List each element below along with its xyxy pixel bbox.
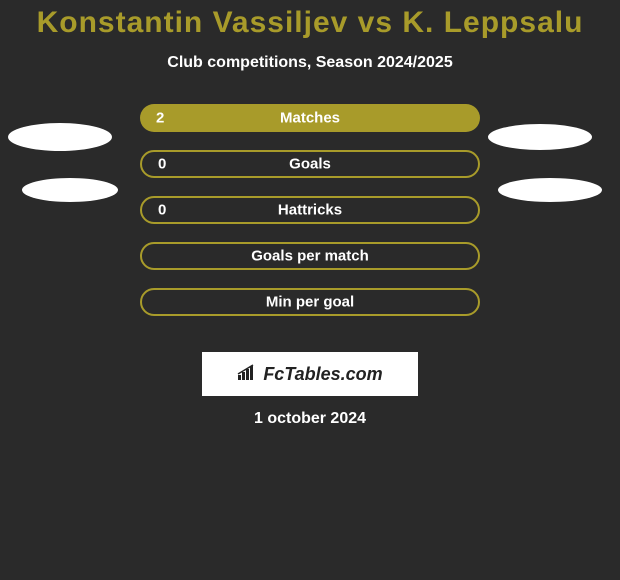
chart-bars-icon [237,363,259,386]
stat-row: Hattricks 0 [0,196,620,242]
stat-bar: Min per goal [140,288,480,316]
page-title: Konstantin Vassiljev vs K. Leppsalu [0,0,620,40]
decorative-ellipse [488,124,592,150]
decorative-ellipse [498,178,602,202]
footer-logo-text: FcTables.com [263,364,382,385]
stat-bar: Matches 2 [140,104,480,132]
stat-bar: Hattricks 0 [140,196,480,224]
footer-logo-box: FcTables.com [202,352,418,396]
footer-logo: FcTables.com [237,363,382,386]
stat-label: Hattricks [278,202,342,219]
stat-label: Goals per match [251,248,369,265]
stat-label: Goals [289,156,331,173]
stat-bar: Goals 0 [140,150,480,178]
subtitle: Club competitions, Season 2024/2025 [0,54,620,72]
stat-value-left: 2 [156,110,164,127]
decorative-ellipse [8,123,112,151]
decorative-ellipse [22,178,118,202]
stat-bar: Goals per match [140,242,480,270]
stat-value-left: 0 [158,156,166,173]
stat-value-left: 0 [158,202,166,219]
stat-label: Matches [280,110,340,127]
stat-row: Min per goal [0,288,620,334]
stat-row: Goals per match [0,242,620,288]
footer-date: 1 october 2024 [254,410,366,428]
stat-label: Min per goal [266,294,354,311]
